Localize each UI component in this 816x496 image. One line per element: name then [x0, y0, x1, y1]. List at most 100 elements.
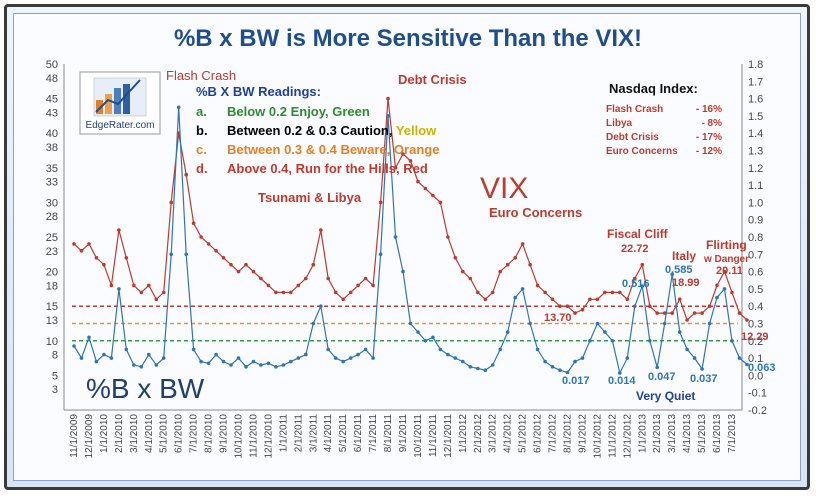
series-point: [393, 235, 398, 239]
x-tick-label: 12/1/2010: [263, 414, 274, 459]
series-point: [296, 283, 301, 288]
series-point: [737, 311, 742, 315]
left-tick-label: 38: [46, 142, 58, 154]
series-point: [461, 269, 465, 274]
italy-value: 18.99: [672, 277, 700, 289]
series-point: [191, 347, 196, 352]
x-tick-label: 7/1/2012: [548, 414, 559, 453]
legend-item-text: Between 0.3 & 0.4 Beware, Orange: [227, 142, 439, 157]
series-point: [221, 359, 226, 364]
x-tick-label: 6/1/2013: [712, 414, 723, 453]
series-point: [304, 352, 308, 357]
series-point: [214, 352, 218, 357]
x-tick-label: 11/1/2011: [428, 414, 439, 457]
series-point: [87, 335, 91, 340]
series-point: [565, 370, 570, 375]
nasdaq-title: Nasdaq Index:: [609, 81, 698, 96]
left-tick-label: 50: [46, 59, 58, 71]
series-point: [543, 290, 547, 295]
series-point: [169, 200, 173, 205]
series-point: [326, 276, 331, 281]
series-point: [573, 359, 577, 364]
series-point: [543, 359, 547, 364]
x-tick-label: 10/1/2012: [592, 414, 603, 459]
italy-label: Italy: [672, 249, 696, 263]
left-tick-label: 35: [46, 163, 58, 175]
right-tick-label: 1.4: [748, 128, 763, 140]
series-point: [206, 242, 211, 246]
series-point: [326, 347, 331, 352]
series-point: [236, 356, 241, 360]
x-tick-label: 9/1/2012: [577, 414, 588, 453]
series-point: [715, 283, 719, 288]
series-point: [528, 262, 532, 267]
series-point: [79, 249, 84, 253]
value-047: 0.047: [648, 371, 676, 383]
series-point: [468, 365, 473, 369]
series-point: [266, 361, 271, 366]
series-point: [79, 356, 84, 360]
tsunami-label: Tsunami & Libya: [258, 190, 362, 205]
series-point: [363, 276, 368, 281]
series-point: [625, 297, 630, 302]
left-tick-label: 30: [46, 197, 58, 209]
series-point: [730, 339, 734, 343]
x-tick-label: 4/1/2011: [323, 414, 334, 453]
right-tick-label: 1.3: [748, 146, 763, 158]
series-point: [633, 304, 637, 309]
series-point: [371, 356, 375, 360]
series-point: [670, 272, 674, 277]
series-point: [139, 365, 144, 369]
x-tick-label: 10/1/2011: [413, 414, 424, 458]
x-axis-ticks: 11/1/2009 12/1/2009 1/1/2010 2/1/2010 3/1/20…: [69, 414, 738, 459]
series-point: [154, 363, 159, 367]
series-point: [117, 287, 121, 291]
x-tick-label: 1/1/2012: [458, 414, 469, 453]
series-point: [648, 304, 652, 309]
nasdaq-row-value: - 12%: [696, 146, 722, 157]
series-point: [72, 344, 76, 348]
right-tick-label: -0.1: [748, 388, 767, 400]
series-point: [109, 356, 114, 360]
left-tick-label: 8: [52, 350, 58, 362]
series-point: [386, 96, 390, 101]
series-point: [722, 287, 727, 291]
legend-item-text: Above 0.4, Run for the Hills, Red: [227, 161, 428, 176]
series-point: [528, 321, 532, 326]
x-tick-label: 11/1/2012: [607, 414, 618, 458]
left-tick-label: 28: [46, 211, 58, 223]
series-point: [483, 297, 488, 302]
edgerater-logo: EdgeRater.com: [79, 71, 161, 135]
chart-title: %B x BW is More Sensitive Than the VIX!: [174, 25, 642, 52]
series-point: [281, 363, 286, 367]
threshold-lines: [72, 305, 738, 342]
series-point: [109, 283, 114, 288]
x-tick-label: 1/1/2011: [278, 414, 289, 453]
series-point: [102, 262, 106, 267]
series-point: [333, 290, 338, 295]
x-tick-label: 3/1/2013: [667, 414, 678, 453]
logo-text: EdgeRater.com: [86, 120, 155, 131]
value-063: 0.063: [748, 362, 776, 374]
series-point: [618, 371, 622, 375]
series-point: [745, 318, 749, 322]
value-014: 0.014: [608, 375, 636, 387]
legend-item-letter: d.: [196, 161, 208, 176]
series-point: [229, 363, 233, 367]
right-tick-label: 0.8: [748, 232, 763, 244]
series-point: [147, 352, 151, 357]
x-tick-label: 2/1/2010: [114, 414, 125, 453]
x-tick-label: 5/1/2012: [518, 414, 529, 453]
series-point: [730, 290, 734, 295]
series-point: [573, 311, 577, 315]
left-tick-label: 18: [46, 280, 58, 292]
right-tick-label: 0.6: [748, 267, 763, 279]
right-tick-label: 0.4: [748, 301, 763, 313]
series-point: [438, 200, 443, 205]
series-point: [648, 339, 652, 343]
x-tick-label: 10/1/2010: [234, 414, 245, 459]
flirting-value: 20.11: [716, 265, 743, 277]
left-tick-label: 20: [46, 267, 58, 279]
left-tick-label: 15: [46, 301, 58, 313]
series-point: [438, 347, 443, 352]
